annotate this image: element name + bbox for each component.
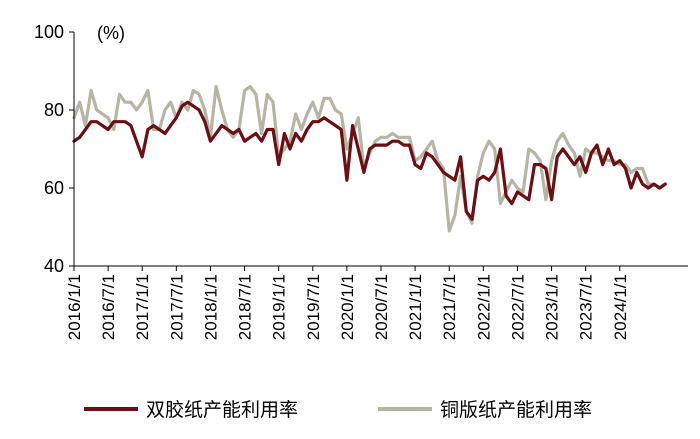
y-tick-label: 60 [44, 178, 64, 198]
x-tick-label: 2023/1/1 [543, 274, 562, 340]
y-tick-label: 40 [44, 256, 64, 276]
y-unit-label: (%) [97, 23, 125, 43]
legend-label-paper-a: 双胶纸产能利用率 [146, 399, 298, 421]
x-tick-label: 2017/7/1 [167, 274, 186, 340]
x-tick-label: 2021/7/1 [440, 274, 459, 340]
x-tick-label: 2018/1/1 [201, 274, 220, 340]
x-tick-label: 2016/1/1 [65, 274, 84, 340]
x-tick-label: 2023/7/1 [577, 274, 596, 340]
x-tick-label: 2017/1/1 [133, 274, 152, 340]
legend-label-paper-b: 铜版纸产能利用率 [440, 399, 592, 421]
plot-area [72, 84, 667, 233]
x-tick-label: 2016/7/1 [99, 274, 118, 340]
y-tick-label: 100 [34, 22, 64, 42]
axes: 40 60 80 100 2016/1/1 2016/7/1 2017/1/1 2017/7/… [34, 22, 688, 340]
x-tick-label: 2019/1/1 [270, 274, 289, 340]
series-line-paper-a [72, 100, 667, 221]
x-tick-label: 2021/1/1 [406, 274, 425, 340]
x-tick-label: 2020/1/1 [338, 274, 357, 340]
x-tick-label: 2019/7/1 [304, 274, 323, 340]
y-tick-label: 80 [44, 100, 64, 120]
x-tick-label: 2018/7/1 [236, 274, 255, 340]
x-tick-label: 2024/1/1 [611, 274, 630, 340]
x-tick-label: 2020/7/1 [372, 274, 391, 340]
x-tick-label: 2022/7/1 [508, 274, 527, 340]
x-tick-label: 2022/1/1 [474, 274, 493, 340]
legend: 双胶纸产能利用率 铜版纸产能利用率 [84, 399, 592, 421]
